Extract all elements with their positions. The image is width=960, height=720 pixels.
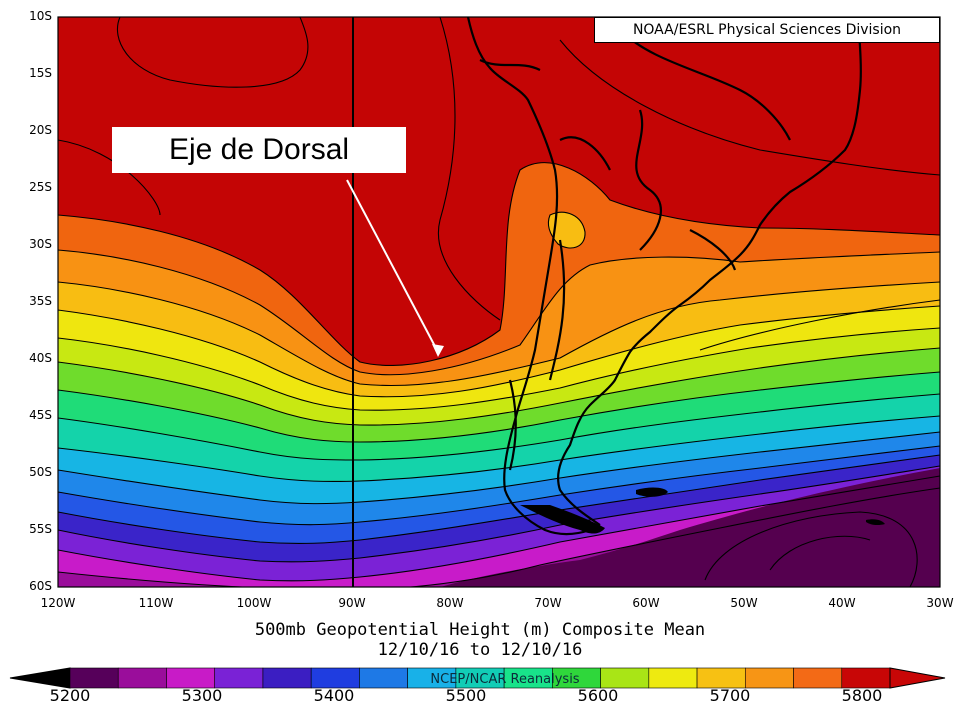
- south-georgia: [866, 519, 885, 526]
- lon-label: 110W: [138, 596, 174, 610]
- credit-label: NOAA/ESRL Physical Sciences Division: [594, 17, 940, 43]
- lon-label: 30W: [926, 596, 954, 610]
- lon-label: 50W: [730, 596, 758, 610]
- lat-label: 10S: [29, 9, 52, 23]
- colorbar-swatch: [841, 667, 891, 689]
- colorbar: [9, 667, 946, 689]
- caption-title: 500mb Geopotential Height (m) Composite …: [254, 620, 706, 640]
- lat-label: 40S: [29, 351, 52, 365]
- colorbar-swatch: [166, 667, 216, 689]
- colorbar-high-arrow: [889, 667, 946, 689]
- colorbar-low-arrow: [9, 667, 71, 689]
- colorbar-swatch: [214, 667, 264, 689]
- lat-label: 25S: [29, 180, 52, 194]
- colorbar-tick-label: 5700: [709, 686, 751, 705]
- field-band-5480: [440, 468, 940, 587]
- lon-label: 40W: [828, 596, 856, 610]
- lat-label: 55S: [29, 522, 52, 536]
- lat-label: 60S: [29, 579, 52, 593]
- lon-label: 90W: [338, 596, 366, 610]
- falkland-islands: [636, 487, 668, 497]
- lat-label: 30S: [29, 237, 52, 251]
- lon-label: 120W: [40, 596, 76, 610]
- lon-label: 60W: [632, 596, 660, 610]
- colorbar-tick-label: 5300: [181, 686, 223, 705]
- colorbar-swatch: [117, 667, 167, 689]
- lon-label: 80W: [436, 596, 464, 610]
- caption-dates: 12/10/16 to 12/10/16: [377, 640, 583, 660]
- colorbar-source-label: NCEP/NCAR Reanalysis: [430, 672, 580, 687]
- colorbar-swatch: [744, 667, 794, 689]
- colorbar-swatch: [69, 667, 119, 689]
- colorbar-tick-label: 5200: [49, 686, 91, 705]
- colorbar-tick-label: 5800: [841, 686, 883, 705]
- tierra-del-fuego: [520, 505, 605, 534]
- lat-label: 50S: [29, 465, 52, 479]
- lat-label: 15S: [29, 66, 52, 80]
- colorbar-tick-label: 5500: [445, 686, 487, 705]
- lon-label: 70W: [534, 596, 562, 610]
- colorbar-tick-label: 5600: [577, 686, 619, 705]
- colorbar-swatch: [262, 667, 312, 689]
- lon-label: 100W: [236, 596, 272, 610]
- plot-frame: [57, 16, 941, 588]
- field-band-5760-island: [548, 212, 586, 248]
- lat-label: 45S: [29, 408, 52, 422]
- callout-label: Eje de Dorsal: [112, 127, 406, 173]
- colorbar-swatch: [648, 667, 698, 689]
- lat-label: 35S: [29, 294, 52, 308]
- lat-label: 20S: [29, 123, 52, 137]
- colorbar-swatch: [696, 667, 746, 689]
- colorbar-tick-label: 5400: [313, 686, 355, 705]
- colorbar-swatch: [793, 667, 843, 689]
- colorbar-swatch: [310, 667, 360, 689]
